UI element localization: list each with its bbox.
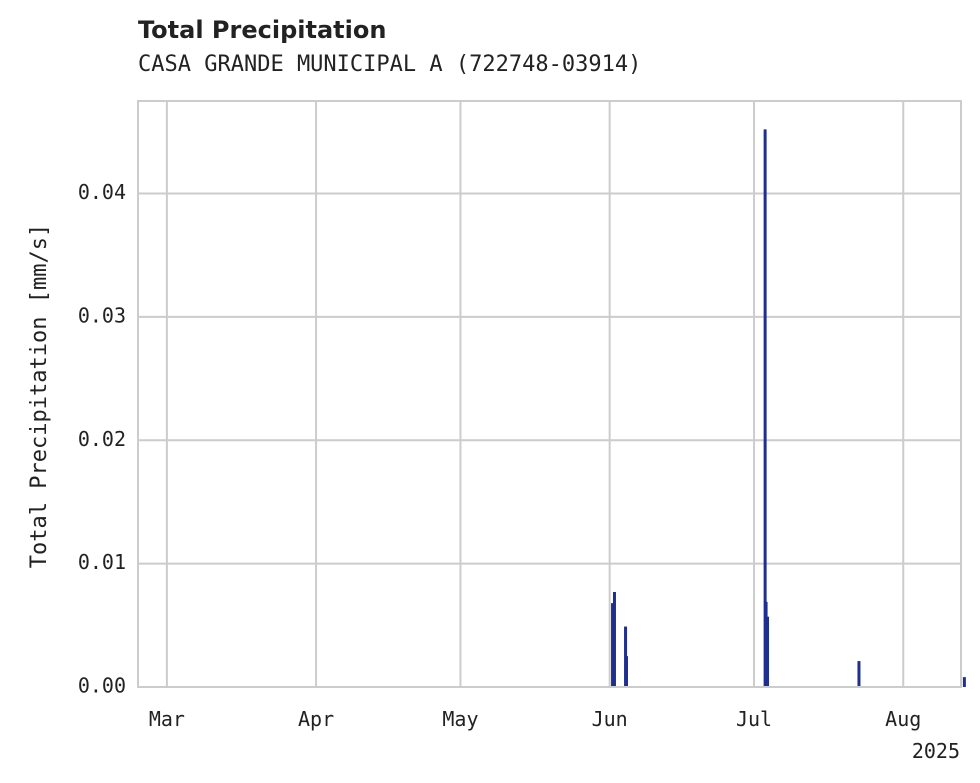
y-tick-label: 0.04 [78,180,126,204]
precip-bar [766,616,770,687]
x-tick-label: Mar [149,707,185,731]
grid-lines [138,101,961,687]
y-axis-label: Total Precipitation [mm/s] [27,224,52,568]
precip-bar [962,677,966,687]
precipitation-bars [611,129,966,687]
chart-title: Total Precipitation [138,16,387,44]
y-tick-label: 0.00 [78,674,126,698]
x-tick-label: Aug [885,707,921,731]
x-tick-label: Jun [592,707,628,731]
x-tick-label: May [442,707,478,731]
y-tick-label: 0.01 [78,550,126,574]
precip-bar [763,129,767,687]
plot-frame [137,100,962,688]
x-tick-label: Apr [298,707,334,731]
y-tick-labels: 0.00 0.01 0.02 0.03 0.04 [78,180,126,697]
precip-bar [612,592,616,687]
x-offset-label: 2025 [912,739,960,763]
precip-bar [625,656,629,687]
x-tick-labels: Mar Apr May Jun Jul Aug [149,707,921,731]
y-tick-label: 0.03 [78,303,126,327]
precip-bar [857,661,861,687]
y-tick-label: 0.02 [78,427,126,451]
x-tick-label: Jul [736,707,772,731]
precip-bar [611,603,615,687]
chart-subtitle: CASA GRANDE MUNICIPAL A (722748-03914) [138,52,642,77]
